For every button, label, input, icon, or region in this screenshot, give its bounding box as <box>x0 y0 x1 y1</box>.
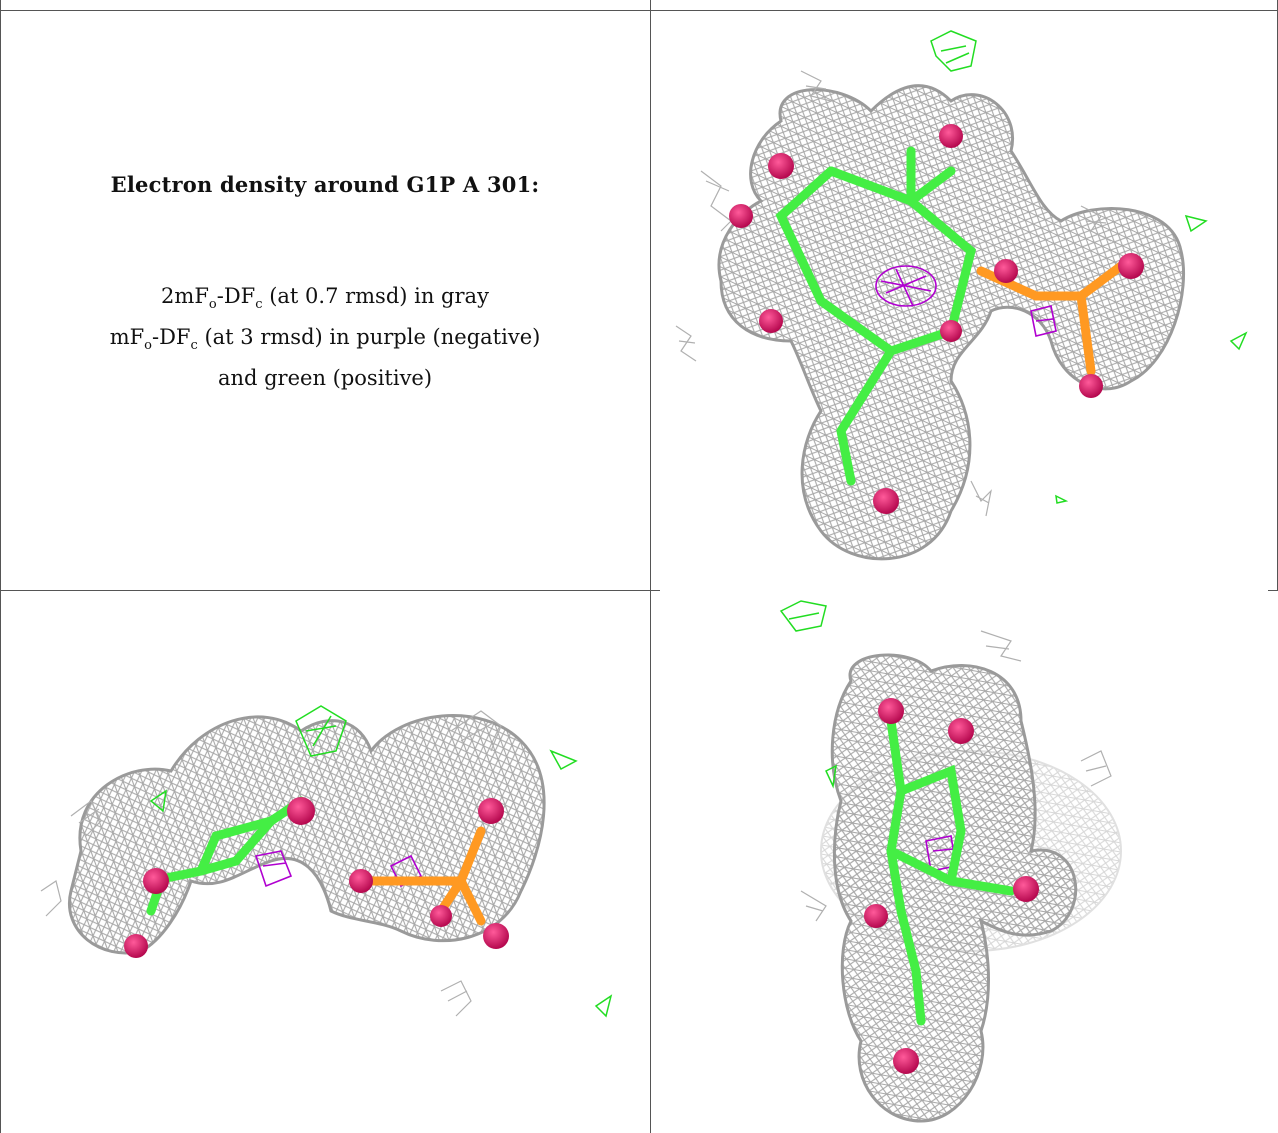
grid-line <box>0 590 660 591</box>
gray-fragment <box>675 70 1112 517</box>
caption-line-2: mFo-DFc (at 3 rmsd) in purple (negative) <box>109 325 541 354</box>
grid-line <box>0 0 1 1133</box>
caption-line-1: 2mFo-DFc (at 0.7 rmsd) in gray <box>161 284 489 313</box>
oxygen-atoms <box>864 698 1039 1074</box>
grid-line <box>0 10 1278 11</box>
grid-line <box>1268 590 1278 591</box>
view-bottom-left <box>1 591 650 1133</box>
purple-negative-density <box>875 265 1057 337</box>
gray-fragment <box>40 710 502 1017</box>
caption-title: Electron density around G1P A 301: <box>110 172 540 197</box>
caption-line-3: and green (positive) <box>217 366 433 391</box>
gray-density-mesh <box>68 714 546 955</box>
view-bottom-right <box>651 591 1277 1133</box>
ligand-bonds <box>886 716 1016 1026</box>
grid-line <box>650 0 651 1133</box>
caption-cell: Electron density around G1P A 301: 2mFo-… <box>0 0 650 590</box>
green-positive-density <box>779 600 837 789</box>
green-positive-density <box>930 30 1248 504</box>
view-top-right <box>651 11 1277 590</box>
phosphate-group <box>976 261 1126 376</box>
gray-density-mesh <box>830 653 1078 1123</box>
gray-fragment <box>800 630 1112 922</box>
oxygen-atoms <box>124 797 509 958</box>
green-positive-density <box>149 705 613 1018</box>
caption-body: 2mFo-DFc (at 0.7 rmsd) in gray mFo-DFc (… <box>0 280 650 394</box>
oxygen-atoms <box>729 124 1144 514</box>
